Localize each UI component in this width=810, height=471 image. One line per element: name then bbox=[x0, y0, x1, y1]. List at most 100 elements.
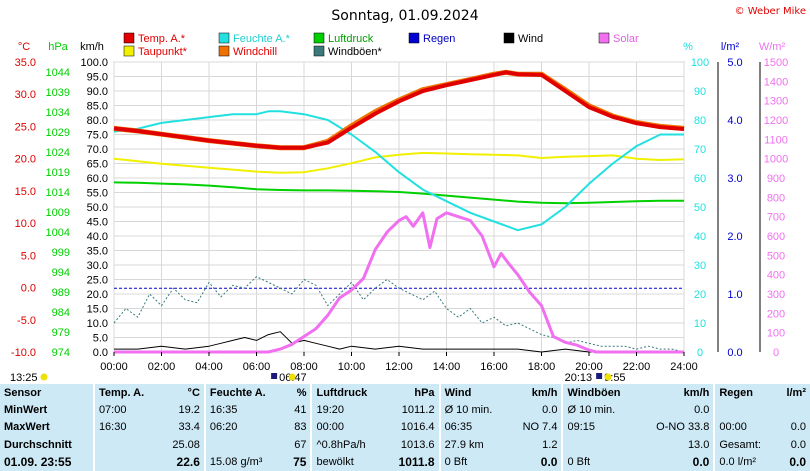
solar-axis-title: W/m² bbox=[759, 41, 786, 53]
cell: 0.0 bbox=[790, 438, 806, 451]
cell: 1.2 bbox=[542, 438, 558, 451]
wind-tick-label: 90.0 bbox=[87, 86, 108, 98]
pressure-tick-label: 1034 bbox=[46, 107, 70, 119]
wind-tick-label: 50.0 bbox=[87, 202, 108, 214]
cell: bewölkt bbox=[310, 453, 385, 471]
cell: 0.0 l/m² bbox=[713, 453, 777, 471]
cell: 1011.2 bbox=[401, 404, 435, 417]
wind-tick-label: 45.0 bbox=[87, 217, 108, 229]
temp-tick-label: 20.0 bbox=[15, 154, 36, 166]
solar-tick-label: 900 bbox=[767, 173, 785, 185]
table-row-avg: Durchschnitt 25.08 67 ^0.8hPa/h 1013.6 2… bbox=[0, 436, 810, 454]
moonrise-time: 13:25 bbox=[10, 372, 38, 384]
cell bbox=[92, 436, 161, 454]
pressure-tick-label: 1004 bbox=[46, 227, 70, 239]
wind-tick-label: 55.0 bbox=[87, 188, 108, 200]
legend-label: Taupunkt* bbox=[138, 46, 188, 58]
th-press: Luftdruck bbox=[310, 384, 385, 402]
series-line-solar bbox=[114, 211, 684, 354]
cell: 09:15 bbox=[561, 418, 639, 437]
legend-label: Luftdruck bbox=[328, 33, 374, 45]
solar-tick-label: 500 bbox=[767, 250, 785, 262]
solar-tick-label: 1400 bbox=[764, 76, 788, 88]
cell: Ø 10 min. bbox=[438, 401, 509, 419]
pressure-tick-label: 1039 bbox=[46, 87, 70, 99]
temp-tick-label: -10.0 bbox=[11, 347, 36, 359]
cell: 25.08 bbox=[172, 438, 200, 451]
x-tick-label: 20:00 bbox=[575, 361, 603, 373]
table-row-max: MaxWert 16:30 33.4 06:20 83 00:00 1016.4… bbox=[0, 418, 810, 437]
x-tick-label: 02:00 bbox=[148, 361, 176, 373]
legend-swatch bbox=[313, 45, 325, 57]
th-wind: Wind bbox=[438, 384, 509, 402]
stats-table: Sensor Temp. A. °C Feuchte A. % Luftdruc… bbox=[0, 384, 810, 471]
series-line-humidity bbox=[113, 110, 684, 232]
cell bbox=[92, 453, 161, 471]
wind-tick-label: 10.0 bbox=[87, 318, 108, 330]
solar-tick-label: 1000 bbox=[764, 154, 788, 166]
legend-label: Temp. A.* bbox=[138, 33, 186, 45]
cell: 15.08 g/m³ bbox=[203, 453, 285, 471]
cell: ^0.8hPa/h bbox=[310, 436, 385, 454]
humidity-tick-label: 50 bbox=[694, 202, 706, 214]
temp-tick-label: 15.0 bbox=[15, 186, 36, 198]
cell: 0 Bft bbox=[438, 453, 509, 471]
temp-tick-label: 10.0 bbox=[15, 218, 36, 230]
temp-tick-label: 30.0 bbox=[15, 89, 36, 101]
chart-grid bbox=[113, 61, 685, 353]
th-temp-unit: °C bbox=[187, 386, 200, 399]
table-row-current: 01.09. 23:55 22.6 15.08 g/m³ 75 bewölkt … bbox=[0, 453, 810, 471]
rain-tick-label: 3.0 bbox=[727, 173, 742, 185]
legend-label: Regen bbox=[423, 33, 455, 45]
cell: 16:35 bbox=[203, 401, 285, 419]
wind-tick-label: 30.0 bbox=[87, 260, 108, 272]
series-line-temp bbox=[113, 70, 685, 150]
pressure-tick-label: 1019 bbox=[46, 167, 70, 179]
row-label: MinWert bbox=[4, 404, 48, 417]
y-axes: 35.0 30.0 25.0 20.0 15.0 10.0 5.0 0.0 -5.0 -10.0 1… bbox=[11, 57, 788, 359]
chart-series bbox=[113, 69, 685, 354]
th-hum: Feuchte A. bbox=[203, 384, 285, 402]
chart-legend: Temp. A.* Feuchte A.* Luftdruck Regen Wind So… bbox=[123, 32, 639, 58]
x-tick-label: 04:00 bbox=[195, 361, 223, 373]
row-label: 01.09. 23:55 bbox=[4, 455, 72, 470]
cell: O-NO 33.8 bbox=[656, 421, 710, 434]
sunrise-icon bbox=[271, 373, 278, 379]
wind-tick-label: 5.0 bbox=[93, 333, 108, 345]
humidity-tick-label: 10 bbox=[694, 318, 706, 330]
solar-tick-label: 1500 bbox=[764, 57, 788, 69]
cell: 33.4 bbox=[178, 421, 200, 434]
solar-tick-label: 300 bbox=[767, 289, 785, 301]
cell: 1011.8 bbox=[398, 455, 435, 470]
x-tick-label: 16:00 bbox=[480, 361, 508, 373]
legend-label: Wind bbox=[518, 33, 543, 45]
legend-label: Solar bbox=[613, 33, 639, 45]
humidity-tick-label: 0 bbox=[697, 347, 703, 359]
th-rain: Regen bbox=[713, 384, 777, 402]
legend-swatch bbox=[218, 45, 230, 57]
wind-tick-label: 70.0 bbox=[87, 144, 108, 156]
solar-tick-label: 200 bbox=[767, 308, 785, 320]
cell: 19:20 bbox=[310, 401, 385, 419]
legend-swatch bbox=[218, 32, 230, 44]
solar-tick-label: 800 bbox=[767, 192, 785, 204]
cell: 27.9 km bbox=[438, 436, 509, 454]
table-header-row: Sensor Temp. A. °C Feuchte A. % Luftdruc… bbox=[0, 384, 810, 402]
wind-tick-label: 60.0 bbox=[87, 173, 108, 185]
weather-chart: Sonntag, 01.09.2024 © Weber Mike Temp. A… bbox=[10, 6, 806, 384]
temp-axis-title: °C bbox=[18, 41, 30, 53]
cell: 41 bbox=[294, 404, 307, 417]
humidity-tick-label: 90 bbox=[694, 86, 706, 98]
pressure-tick-label: 999 bbox=[52, 247, 70, 259]
th-hum-unit: % bbox=[296, 386, 307, 399]
legend-swatch bbox=[313, 32, 325, 44]
cell: 00:00 bbox=[713, 418, 777, 437]
th-press-unit: hPa bbox=[414, 386, 435, 399]
th-rain-unit: l/m² bbox=[786, 386, 806, 399]
legend-swatch bbox=[598, 32, 610, 44]
legend-label: Windchill bbox=[233, 46, 277, 58]
cell: 0.0 bbox=[540, 455, 558, 470]
cell bbox=[203, 436, 285, 454]
moon-icon bbox=[604, 373, 612, 381]
x-axis: 00:00 02:00 04:00 06:00 08:00 10:00 12:00 14:00… bbox=[100, 352, 698, 373]
